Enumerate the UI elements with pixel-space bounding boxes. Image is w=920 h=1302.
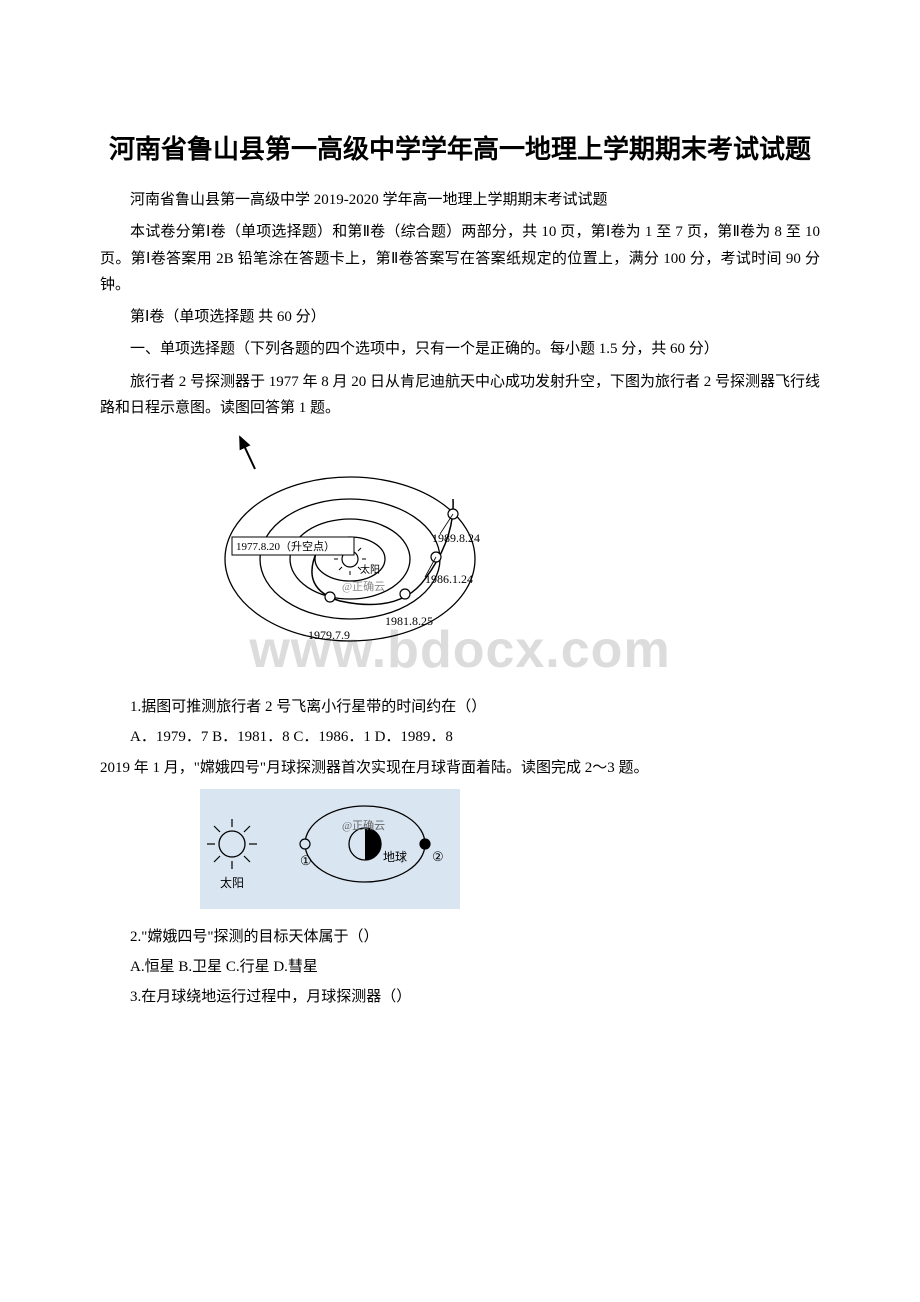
question-2-stem: 2."嫦娥四号"探测的目标天体属于（） [100,924,820,950]
date-1986: 1986.1.24 [425,572,473,586]
section-1-header: 第Ⅰ卷（单项选择题 共 60 分） [100,304,820,330]
sun-label: 太阳 [360,563,380,576]
question-1-options: A．1979．7 B．1981．8 C．1986．1 D．1989．8 [100,724,820,750]
earth-label: 地球 [383,850,407,864]
figure-voyager: 太阳 1977.8.20（升空点） 1979.7.9 1981.8.25 198… [200,429,820,684]
figure2-watermark: @正确云 [342,819,385,832]
launch-date-label: 1977.8.20（升空点） [236,539,335,553]
instructions: 本试卷分第Ⅰ卷（单项选择题）和第Ⅱ卷（综合题）两部分，共 10 页，第Ⅰ卷为 1… [100,219,820,298]
sun-label-2: 太阳 [220,875,244,890]
question-3-stem: 3.在月球绕地运行过程中，月球探测器（） [100,984,820,1010]
question-2-options: A.恒星 B.卫星 C.行星 D.彗星 [100,954,820,980]
passage-2: 2019 年 1 月，"嫦娥四号"月球探测器首次实现在月球背面着陆。读图完成 2… [100,755,820,781]
page-title: 河南省鲁山县第一高级中学学年高一地理上学期期末考试试题 [100,130,820,169]
date-1989: 1989.8.24 [432,531,480,545]
subtitle-line: 河南省鲁山县第一高级中学 2019-2020 学年高一地理上学期期末考试试题 [100,187,820,213]
document-content: 河南省鲁山县第一高级中学学年高一地理上学期期末考试试题 河南省鲁山县第一高级中学… [100,130,820,1011]
figure-watermark: @正确云 [342,580,385,593]
pos1-label: ① [300,853,312,868]
pos2-label: ② [432,849,444,864]
date-1979: 1979.7.9 [308,628,350,642]
passage-1: 旅行者 2 号探测器于 1977 年 8 月 20 日从肯尼迪航天中心成功发射升… [100,369,820,422]
figure-moon: 太阳 地球 ① ② @正确云 [200,789,820,914]
date-1981: 1981.8.25 [385,614,433,628]
question-1-stem: 1.据图可推测旅行者 2 号飞离小行星带的时间约在（） [100,694,820,720]
section-1-intro: 一、单项选择题（下列各题的四个选项中，只有一个是正确的。每小题 1.5 分，共 … [100,336,820,362]
